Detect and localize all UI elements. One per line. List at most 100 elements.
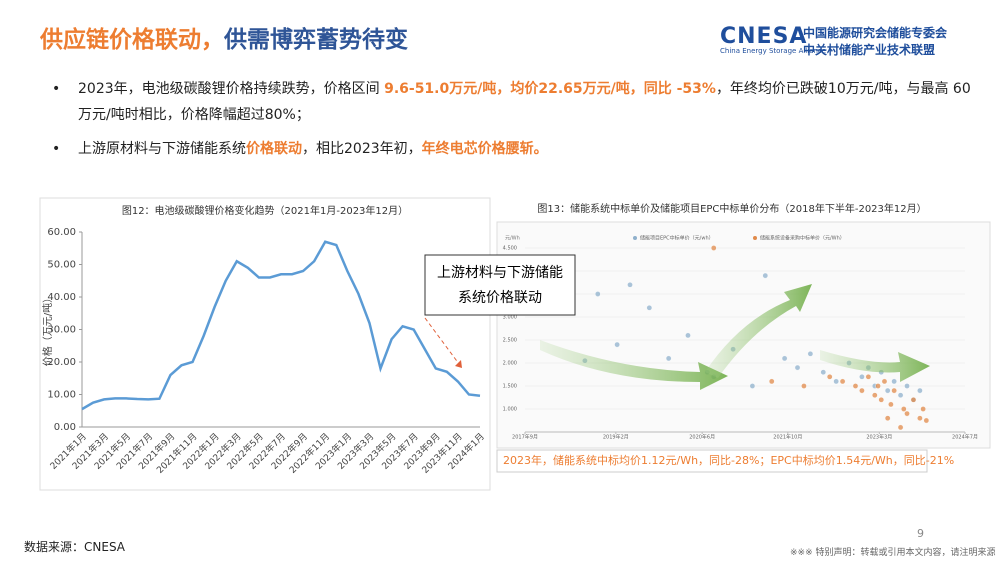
legend-swatch bbox=[633, 236, 637, 240]
x-tick-label: 2023年3月 bbox=[866, 434, 892, 441]
point bbox=[888, 401, 894, 408]
y-tick-label: 3.000 bbox=[503, 315, 517, 321]
notice: ※※※ 特别声明：转载或引用本文内容，请注明来源 bbox=[790, 548, 996, 558]
dashed-arrow bbox=[424, 317, 463, 369]
point bbox=[884, 387, 891, 394]
point bbox=[762, 272, 769, 279]
point bbox=[781, 355, 788, 362]
point bbox=[852, 383, 859, 389]
x-tick-label: 2019年2月 bbox=[603, 434, 629, 441]
chart-1: 图12：电池级碳酸锂价格变化趋势（2021年1月-2023年12月） 价格（万元/… bbox=[41, 204, 487, 476]
bullet-segment: ，年终均价已跌破10万元/吨，与最高 60万元/吨时相比，价格降幅超过80%； bbox=[78, 81, 971, 123]
trend-arrow bbox=[820, 350, 930, 382]
title-part: 供应链价格联动， bbox=[40, 27, 224, 53]
dashed-arrow-head bbox=[455, 360, 462, 368]
y-tick-label: 60.00 bbox=[47, 227, 76, 238]
point bbox=[807, 350, 814, 357]
bullet: 2023年，电池级碳酸锂价格持续跌势，价格区间 9.6-51.0万元/吨，均价2… bbox=[52, 76, 983, 128]
point bbox=[917, 415, 923, 422]
trend-arrow bbox=[705, 284, 812, 378]
point bbox=[920, 406, 926, 412]
point bbox=[859, 373, 865, 380]
caption-box bbox=[496, 449, 928, 473]
point bbox=[884, 415, 891, 422]
y-tick-label: 2.000 bbox=[503, 361, 517, 367]
title-part: 供需博弈蓄势待变 bbox=[224, 27, 408, 53]
trend-arrow bbox=[540, 340, 728, 390]
y-tick-label: 1.500 bbox=[503, 384, 517, 390]
y-tick-label: 20.00 bbox=[47, 357, 76, 368]
bullet: 上游原材料与下游储能系统价格联动，相比2023年初，年终电芯价格腰斩。 bbox=[52, 136, 983, 162]
bullet-segment: 上游原材料与下游储能系统 bbox=[78, 141, 246, 157]
chart-title: 图12：电池级碳酸锂价格变化趋势（2021年1月-2023年12月） bbox=[122, 204, 408, 217]
x-tick-label: 2021年10月 bbox=[773, 434, 802, 441]
point bbox=[904, 383, 910, 389]
y-tick-label: 10.00 bbox=[47, 390, 76, 401]
point bbox=[897, 392, 904, 399]
point bbox=[768, 378, 775, 385]
logo-line: 中国能源研究会储能专委会 bbox=[803, 26, 948, 40]
y-tick-label: 50.00 bbox=[47, 260, 76, 271]
point bbox=[833, 378, 839, 385]
chart-title: 图13：储能系统中标单价及储能项目EPC中标单价分布（2018年下半年-2023… bbox=[537, 202, 926, 215]
callout-box bbox=[424, 254, 576, 316]
bullet-segment: 9.6-51.0万元/吨，均价22.65万元/吨，同比 -53% bbox=[384, 81, 716, 97]
point bbox=[900, 406, 907, 412]
point bbox=[646, 304, 653, 311]
point bbox=[865, 373, 872, 380]
page-number: 9 bbox=[917, 527, 924, 540]
point bbox=[923, 417, 930, 424]
bullet-segment: 年终电芯价格腰斩。 bbox=[421, 141, 548, 157]
point bbox=[710, 245, 717, 251]
bullet-segment: 价格联动 bbox=[246, 141, 302, 157]
bullet-segment: 2023年，电池级碳酸锂价格持续跌势，价格区间 bbox=[78, 81, 385, 97]
point bbox=[794, 364, 801, 371]
caption: 2023年，储能系统中标均价1.12元/Wh，同比-28%；EPC中标均价1.5… bbox=[503, 453, 954, 467]
point bbox=[910, 396, 917, 403]
x-tick-label: 2020年6月 bbox=[689, 434, 715, 441]
y-tick-label: 2.500 bbox=[503, 338, 517, 344]
y-tick-label: 4.500 bbox=[503, 246, 517, 252]
point bbox=[878, 396, 885, 403]
y-tick-label: 0.00 bbox=[54, 422, 76, 433]
point bbox=[801, 383, 807, 389]
point bbox=[859, 387, 865, 394]
point bbox=[917, 387, 923, 394]
point bbox=[685, 332, 691, 339]
bullet-segment: ，相比2023年初， bbox=[302, 141, 422, 157]
point bbox=[749, 383, 756, 389]
y-tick-label: 1.000 bbox=[503, 407, 517, 413]
point bbox=[826, 373, 833, 380]
x-tick-label: 2017年9月 bbox=[512, 434, 538, 441]
point bbox=[881, 378, 888, 385]
callout-text: 系统价格联动 bbox=[458, 290, 542, 306]
y-unit: 元/Wh bbox=[505, 236, 520, 242]
point bbox=[897, 424, 904, 431]
price-line bbox=[81, 240, 481, 411]
logo-english: China Energy Storage Alliance bbox=[720, 47, 827, 55]
point bbox=[665, 355, 672, 362]
slide-title: 供应链价格联动，供需博弈蓄势待变 bbox=[40, 20, 408, 54]
chart-frame bbox=[39, 197, 491, 491]
callout-text: 上游材料与下游储能 bbox=[437, 265, 563, 281]
point bbox=[904, 410, 910, 417]
legend-label: 储能系统设备采购中标单价（元/Wh） bbox=[760, 235, 845, 242]
legend-swatch bbox=[753, 236, 757, 240]
point bbox=[820, 369, 827, 376]
x-tick-label: 2024年7月 bbox=[952, 434, 978, 441]
y-axis-label: 价格（万元/吨） bbox=[41, 293, 54, 366]
logo-name: CNESA bbox=[720, 24, 808, 49]
logo-line: 中关村储能产业技术联盟 bbox=[803, 43, 936, 57]
data-source: 数据来源：CNESA bbox=[24, 540, 125, 554]
point bbox=[891, 387, 897, 394]
y-tick-label: 40.00 bbox=[47, 292, 76, 303]
legend-label: 储能项目EPC中标单价（元/wh） bbox=[640, 235, 714, 242]
y-tick-label: 30.00 bbox=[47, 325, 76, 336]
point bbox=[872, 392, 878, 399]
point bbox=[839, 378, 846, 385]
point bbox=[614, 341, 620, 348]
point bbox=[627, 281, 633, 288]
point bbox=[594, 291, 601, 297]
